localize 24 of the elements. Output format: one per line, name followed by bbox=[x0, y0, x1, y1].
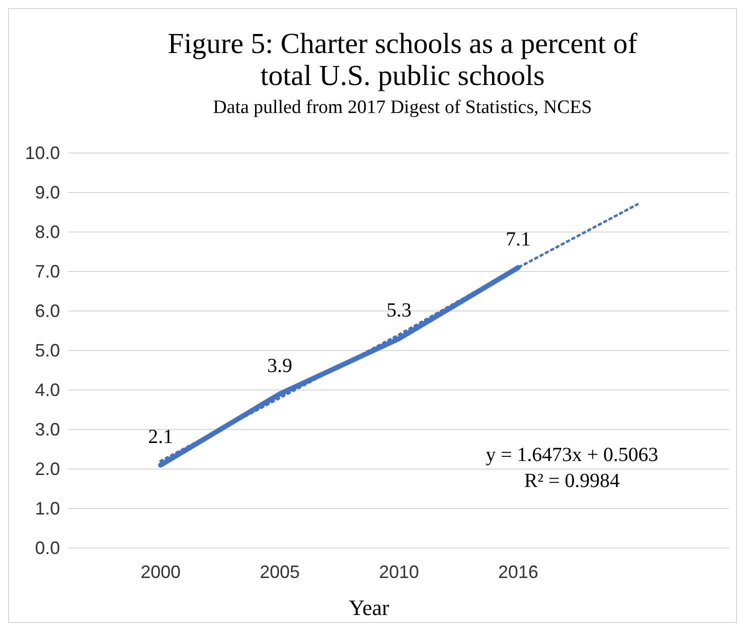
y-tick-label: 7.0 bbox=[34, 262, 60, 282]
y-tick-label: 10.0 bbox=[24, 143, 60, 163]
data-label: 5.3 bbox=[386, 300, 412, 322]
x-tick-label: 2010 bbox=[378, 562, 420, 582]
y-tick-label: 4.0 bbox=[34, 380, 60, 400]
annotation: R² = 0.9984 bbox=[524, 470, 620, 492]
x-tick-label: 2005 bbox=[260, 562, 300, 582]
x-tick-label: 2016 bbox=[498, 562, 538, 582]
x-axis-title: Year bbox=[348, 595, 390, 620]
y-tick-label: 6.0 bbox=[34, 301, 60, 321]
annotation: y = 1.6473x + 0.5063 bbox=[486, 444, 658, 466]
y-tick-label: 9.0 bbox=[34, 182, 60, 202]
y-tick-label: 3.0 bbox=[34, 420, 60, 440]
y-tick-label: 0.0 bbox=[34, 538, 60, 558]
data-label: 7.1 bbox=[506, 228, 531, 251]
y-tick-label: 2.0 bbox=[34, 459, 60, 479]
chart-subtitle: Data pulled from 2017 Digest of Statistics, NCES bbox=[213, 97, 592, 118]
data-label: 3.9 bbox=[267, 354, 292, 377]
y-tick-label: 5.0 bbox=[34, 340, 60, 360]
y-tick-label: 8.0 bbox=[34, 222, 60, 242]
y-tick-label: 1.0 bbox=[34, 498, 60, 518]
x-tick-label: 2000 bbox=[140, 562, 181, 582]
chart-title: Figure 5: Charter schools as a percent of total U.S. public schools bbox=[168, 28, 638, 92]
data-label: 2.1 bbox=[148, 426, 174, 448]
